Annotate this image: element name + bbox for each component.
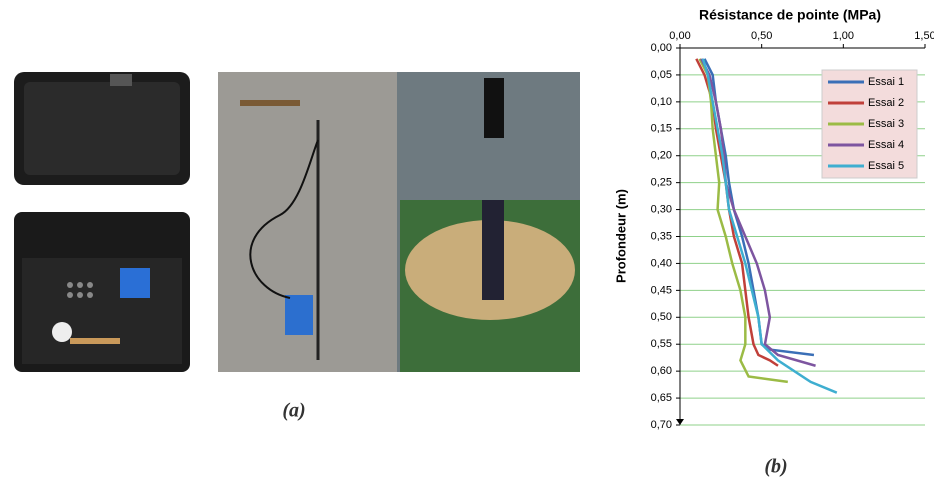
x-tick-label: 1,50 (914, 30, 934, 42)
photo-lab-setup (397, 72, 580, 372)
axis-arrow (676, 419, 684, 425)
y-tick-label: 0,35 (651, 230, 672, 242)
legend-label: Essai 3 (868, 118, 904, 130)
y-tick-label: 0,60 (651, 365, 672, 377)
photo-equipment-floor (218, 72, 397, 372)
y-tick-label: 0,15 (651, 123, 672, 135)
y-tick-label: 0,50 (651, 311, 672, 323)
y-tick-label: 0,10 (651, 96, 672, 108)
figure: (a) (b) Résistance de pointe (MPa) Profo… (0, 0, 934, 483)
y-tick-label: 0,65 (651, 392, 672, 404)
y-tick-label: 0,40 (651, 257, 672, 269)
legend-label: Essai 1 (868, 76, 904, 88)
caption: (a) (282, 400, 305, 422)
caption: (b) (764, 456, 787, 478)
y-tick-label: 0,45 (651, 284, 672, 296)
series-line (705, 59, 814, 355)
y-tick-label: 0,25 (651, 177, 672, 189)
photo-case-closed (14, 72, 190, 185)
y-tick-label: 0,05 (651, 69, 672, 81)
y-axis-label: Profondeur (m) (613, 189, 628, 283)
legend-label: Essai 4 (868, 139, 904, 151)
y-tick-label: 0,30 (651, 203, 672, 215)
photo-case-open (14, 212, 190, 372)
series-line (696, 59, 778, 366)
x-tick-label: 0,50 (751, 30, 772, 42)
legend-label: Essai 5 (868, 160, 904, 172)
y-tick-label: 0,55 (651, 338, 672, 350)
x-tick-label: 1,00 (833, 30, 854, 42)
chart-title: Résistance de pointe (MPa) (699, 7, 881, 23)
y-tick-label: 0,00 (651, 42, 672, 54)
y-tick-label: 0,70 (651, 419, 672, 431)
y-tick-label: 0,20 (651, 150, 672, 162)
legend-label: Essai 2 (868, 97, 904, 109)
x-tick-label: 0,00 (669, 30, 690, 42)
